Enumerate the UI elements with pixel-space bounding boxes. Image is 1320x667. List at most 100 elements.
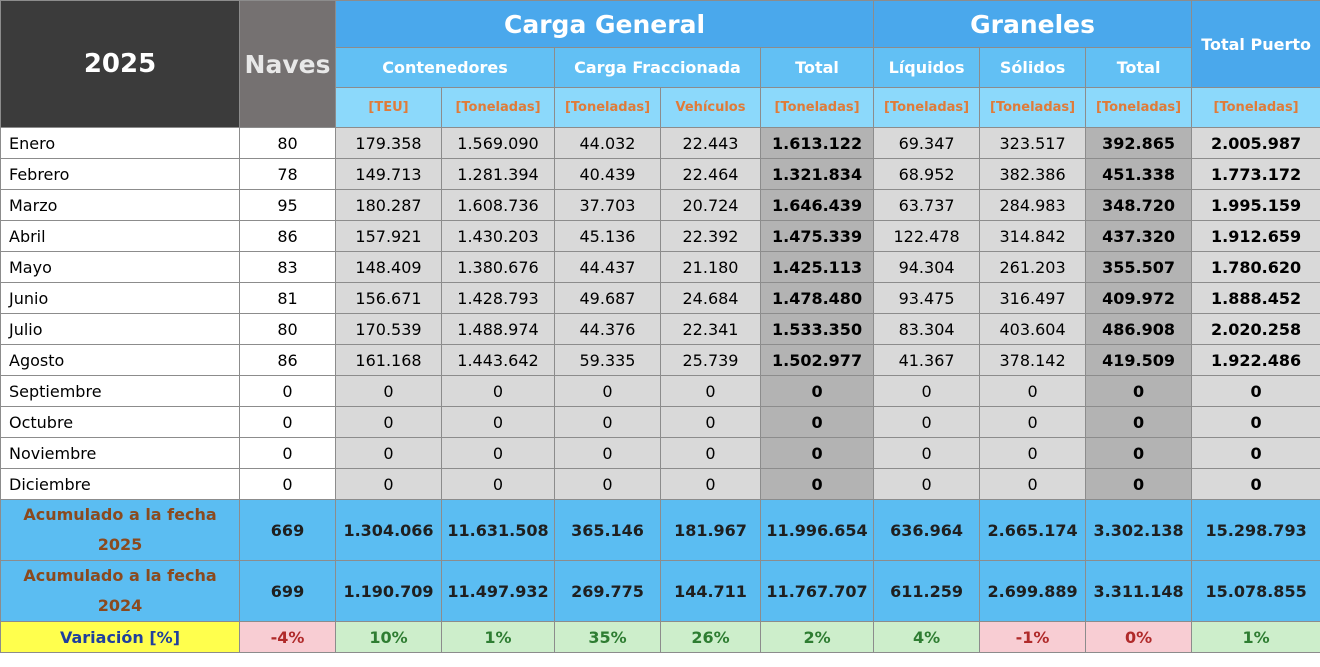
total-puerto-header: Total Puerto [1191, 0, 1320, 88]
table-row: Noviembre 0 0 0 0 0 0 0 0 0 0 [0, 437, 1320, 469]
month-cell: Marzo [0, 189, 240, 221]
data-cell: 0 [873, 468, 981, 500]
data-cell: 81 [239, 282, 336, 314]
accumulated-cell: 3.311.148 [1085, 560, 1193, 622]
data-cell: 86 [239, 344, 336, 376]
solidos-header: Sólidos [979, 47, 1087, 88]
data-cell: 93.475 [873, 282, 981, 314]
data-cell: 0 [554, 437, 661, 469]
data-cell: 0 [239, 375, 336, 407]
data-cell: 63.737 [873, 189, 981, 221]
accumulated-row: Acumulado a la fecha 2024 699 1.190.709 11.4… [0, 560, 1320, 622]
data-cell: 348.720 [1085, 189, 1193, 221]
data-cell: 1.922.486 [1191, 344, 1320, 376]
data-cell: 261.203 [979, 251, 1087, 283]
variation-label: Variación [%] [0, 621, 240, 653]
table-row: Octubre 0 0 0 0 0 0 0 0 0 0 [0, 406, 1320, 438]
unit-label: [Toneladas] [979, 87, 1087, 128]
table-row: Diciembre 0 0 0 0 0 0 0 0 0 0 [0, 468, 1320, 500]
variation-cell: 10% [335, 621, 442, 653]
table-row: Agosto 86 161.168 1.443.642 59.335 25.739 1.50… [0, 344, 1320, 376]
data-cell: 0 [554, 375, 661, 407]
accumulated-label-year: 2025 [97, 535, 143, 554]
accumulated-cell: 699 [239, 560, 336, 622]
month-cell: Febrero [0, 158, 240, 190]
data-cell: 20.724 [660, 189, 761, 221]
data-cell: 69.347 [873, 127, 981, 159]
accumulated-cell: 181.967 [660, 499, 761, 561]
data-cell: 0 [873, 406, 981, 438]
data-cell: 78 [239, 158, 336, 190]
data-cell: 37.703 [554, 189, 661, 221]
data-cell: 22.341 [660, 313, 761, 345]
month-cell: Julio [0, 313, 240, 345]
data-cell: 0 [554, 406, 661, 438]
data-cell: 83.304 [873, 313, 981, 345]
data-cell: 1.912.659 [1191, 220, 1320, 252]
data-cell: 0 [239, 406, 336, 438]
data-cell: 161.168 [335, 344, 442, 376]
data-cell: 0 [1085, 437, 1193, 469]
data-cell: 323.517 [979, 127, 1087, 159]
data-cell: 1.430.203 [441, 220, 555, 252]
data-cell: 0 [660, 406, 761, 438]
liquidos-header: Líquidos [873, 47, 981, 88]
data-cell: 0 [239, 437, 336, 469]
data-cell: 1.888.452 [1191, 282, 1320, 314]
data-cell: 0 [1085, 375, 1193, 407]
data-cell: 80 [239, 313, 336, 345]
month-cell: Octubre [0, 406, 240, 438]
data-cell: 0 [239, 468, 336, 500]
accumulated-cell: 269.775 [554, 560, 661, 622]
accumulated-cell: 669 [239, 499, 336, 561]
data-cell: 0 [335, 406, 442, 438]
data-cell: 1.502.977 [759, 344, 875, 376]
unit-label: [Toneladas] [759, 87, 875, 128]
variation-cell: -4% [239, 621, 336, 653]
accumulated-label-year: 2024 [97, 596, 143, 615]
contenedores-header: Contenedores [335, 47, 555, 88]
accumulated-cell: 11.631.508 [441, 499, 555, 561]
month-cell: Noviembre [0, 437, 240, 469]
data-cell: 486.908 [1085, 313, 1193, 345]
data-cell: 0 [335, 375, 442, 407]
month-cell: Diciembre [0, 468, 240, 500]
accumulated-cell: 11.497.932 [441, 560, 555, 622]
data-cell: 0 [759, 437, 875, 469]
unit-label: [Toneladas] [554, 87, 661, 128]
data-cell: 40.439 [554, 158, 661, 190]
data-cell: 170.539 [335, 313, 442, 345]
accumulated-label: Acumulado a la fecha 2025 [0, 499, 240, 561]
data-cell: 437.320 [1085, 220, 1193, 252]
accumulated-cell: 611.259 [873, 560, 981, 622]
data-cell: 1.488.974 [441, 313, 555, 345]
data-cell: 0 [441, 375, 555, 407]
data-cell: 314.842 [979, 220, 1087, 252]
data-cell: 1.613.122 [759, 127, 875, 159]
data-cell: 0 [1085, 406, 1193, 438]
accumulated-cell: 365.146 [554, 499, 661, 561]
data-cell: 0 [441, 468, 555, 500]
data-cell: 1.475.339 [759, 220, 875, 252]
month-cell: Junio [0, 282, 240, 314]
data-cell: 0 [1085, 468, 1193, 500]
accumulated-cell: 3.302.138 [1085, 499, 1193, 561]
accumulated-cell: 2.699.889 [979, 560, 1087, 622]
accumulated-row: Acumulado a la fecha 2025 669 1.304.066 11.6… [0, 499, 1320, 561]
data-cell: 0 [759, 468, 875, 500]
variation-cell: 26% [660, 621, 761, 653]
month-cell: Mayo [0, 251, 240, 283]
accumulated-cell: 15.298.793 [1191, 499, 1320, 561]
data-cell: 180.287 [335, 189, 442, 221]
data-cell: 95 [239, 189, 336, 221]
table-row: Junio 81 156.671 1.428.793 49.687 24.684 1.478… [0, 282, 1320, 314]
table-row: Julio 80 170.539 1.488.974 44.376 22.341 1.533… [0, 313, 1320, 345]
accumulated-label-text: Acumulado a la fecha [23, 566, 217, 585]
data-cell: 0 [1191, 468, 1320, 500]
data-cell: 0 [554, 468, 661, 500]
data-cell: 1.478.480 [759, 282, 875, 314]
data-cell: 1.321.834 [759, 158, 875, 190]
data-cell: 80 [239, 127, 336, 159]
data-cell: 86 [239, 220, 336, 252]
unit-label: Vehículos [660, 87, 761, 128]
